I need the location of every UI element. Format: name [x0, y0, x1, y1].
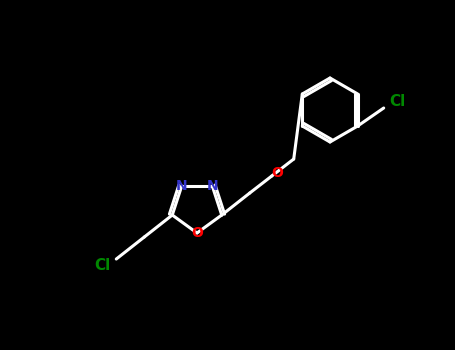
- Text: Cl: Cl: [94, 258, 111, 273]
- Text: N: N: [176, 179, 187, 193]
- Text: N: N: [207, 179, 218, 193]
- Text: Cl: Cl: [389, 94, 406, 110]
- Text: O: O: [191, 226, 203, 240]
- Text: O: O: [271, 166, 283, 180]
